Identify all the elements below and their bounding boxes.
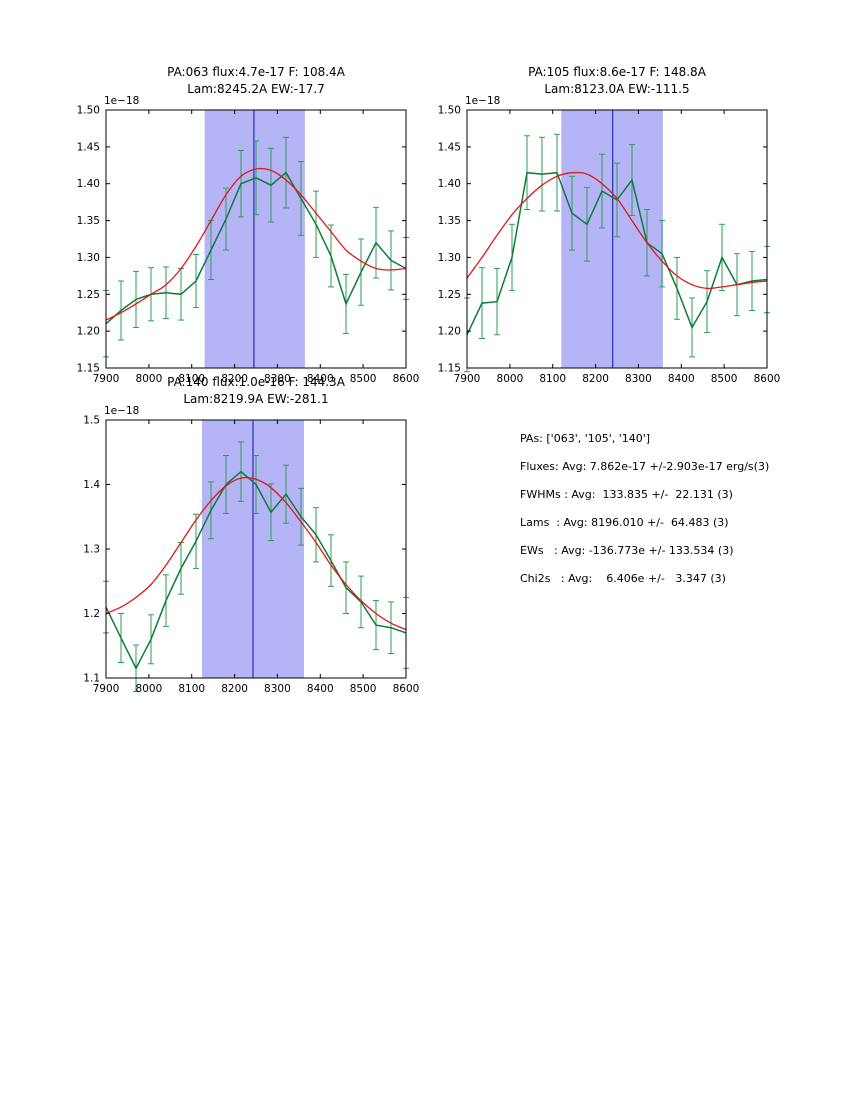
y-tick-label: 1.40 [438, 178, 461, 190]
stats-lams: Lams : Avg: 8196.010 +/- 64.483 (3) [520, 516, 729, 529]
y-tick-label: 1.1 [83, 673, 100, 685]
y-tick-label: 1.35 [77, 215, 100, 227]
stats-fluxes: Fluxes: Avg: 7.862e-17 +/-2.903e-17 erg/… [520, 460, 770, 473]
spectrum-line [105, 470, 407, 670]
x-tick-label: 8400 [668, 373, 695, 385]
stats-panel: PAs: ['063', '105', '140'] Fluxes: Avg: … [520, 432, 769, 600]
subplot-title-line2: Lam:8123.0A EW:-111.5 [544, 82, 690, 96]
axis-offset-label: 1e−18 [465, 95, 500, 107]
fit-line [466, 171, 768, 290]
spectrum-line [105, 171, 407, 325]
y-tick-label: 1.5 [83, 415, 100, 427]
x-tick-label: 8600 [754, 373, 781, 385]
y-tick-label: 1.35 [438, 215, 461, 227]
subplot-title-line1: PA:140 flux:1.0e-16 F: 144.3A [167, 375, 345, 389]
x-tick-label: 8000 [136, 373, 163, 385]
axis-offset-label: 1e−18 [104, 95, 139, 107]
y-tick-label: 1.25 [438, 289, 461, 301]
x-tick-label: 7900 [93, 373, 120, 385]
x-tick-label: 8200 [221, 683, 248, 695]
x-tick-label: 7900 [93, 683, 120, 695]
y-tick-label: 1.45 [77, 141, 100, 153]
x-tick-label: 8100 [178, 373, 205, 385]
subplot-pa105: PA:105 flux:8.6e-17 F: 148.8A Lam:8123.0… [417, 60, 787, 395]
y-tick-label: 1.25 [77, 289, 100, 301]
selection-band [204, 110, 305, 368]
x-tick-label: 8500 [350, 373, 377, 385]
spectrum-line [466, 171, 768, 336]
y-tick-label: 1.20 [77, 326, 100, 338]
subplot-title-line1: PA:105 flux:8.6e-17 F: 148.8A [528, 65, 706, 79]
y-tick-label: 1.30 [77, 252, 100, 264]
y-tick-label: 1.20 [438, 326, 461, 338]
y-tick-label: 1.15 [77, 363, 100, 375]
y-tick-label: 1.15 [438, 363, 461, 375]
stats-ews: EWs : Avg: -136.773e +/- 133.534 (3) [520, 544, 734, 557]
fit-line [105, 476, 407, 631]
axes-frame [466, 109, 768, 369]
axes-frame [105, 109, 407, 369]
subplot-pa063: PA:063 flux:4.7e-17 F: 108.4A Lam:8245.2… [56, 60, 426, 395]
axis-offset-label: 1e−18 [104, 405, 139, 417]
x-tick-label: 8200 [221, 373, 248, 385]
x-tick-label: 8000 [497, 373, 524, 385]
x-tick-label: 8200 [582, 373, 609, 385]
y-tick-label: 1.40 [77, 178, 100, 190]
stats-pas: PAs: ['063', '105', '140'] [520, 432, 651, 445]
x-tick-label: 8500 [711, 373, 738, 385]
x-tick-label: 8000 [136, 683, 163, 695]
plot-area: 7900 8000 8100 8200 8300 8400 8500 8600 1.15 1.20… [77, 95, 420, 385]
x-tick-label: 8600 [393, 373, 420, 385]
subplot-pa140: PA:140 flux:1.0e-16 F: 144.3A Lam:8219.9… [56, 370, 426, 705]
subplot-title: PA:105 flux:8.6e-17 F: 148.8A Lam:8123.0… [467, 64, 767, 98]
x-tick-label: 8600 [393, 683, 420, 695]
x-tick-label: 8400 [307, 373, 334, 385]
plot-area: 7900 8000 8100 8200 8300 8400 8500 8600 1.15 1.20… [438, 95, 781, 385]
stats-chi2s: Chi2s : Avg: 6.406e +/- 3.347 (3) [520, 572, 726, 585]
x-tick-label: 8100 [178, 683, 205, 695]
y-tick-label: 1.50 [77, 105, 100, 117]
x-tick-label: 8100 [539, 373, 566, 385]
x-tick-label: 7900 [454, 373, 481, 385]
y-tick-label: 1.2 [83, 608, 100, 620]
subplot-title: PA:063 flux:4.7e-17 F: 108.4A Lam:8245.2… [106, 64, 406, 98]
subplot-title-line1: PA:063 flux:4.7e-17 F: 108.4A [167, 65, 345, 79]
y-tick-label: 1.45 [438, 141, 461, 153]
x-tick-label: 8300 [264, 683, 291, 695]
fit-line [105, 167, 407, 321]
x-tick-label: 8500 [350, 683, 377, 695]
subplot-title: PA:140 flux:1.0e-16 F: 144.3A Lam:8219.9… [106, 374, 406, 408]
x-tick-label: 8400 [307, 683, 334, 695]
y-tick-label: 1.3 [83, 544, 100, 556]
x-tick-label: 8300 [625, 373, 652, 385]
selection-band [561, 110, 663, 368]
y-tick-label: 1.50 [438, 105, 461, 117]
y-tick-label: 1.30 [438, 252, 461, 264]
plot-area: 7900 8000 8100 8200 8300 8400 8500 8600 1.1 1.2 1.… [83, 405, 420, 695]
x-tick-label: 8300 [264, 373, 291, 385]
subplot-title-line2: Lam:8219.9A EW:-281.1 [183, 392, 329, 406]
y-tick-label: 1.4 [83, 479, 100, 491]
subplot-title-line2: Lam:8245.2A EW:-17.7 [187, 82, 325, 96]
stats-fwhms: FWHMs : Avg: 133.835 +/- 22.131 (3) [520, 488, 733, 501]
